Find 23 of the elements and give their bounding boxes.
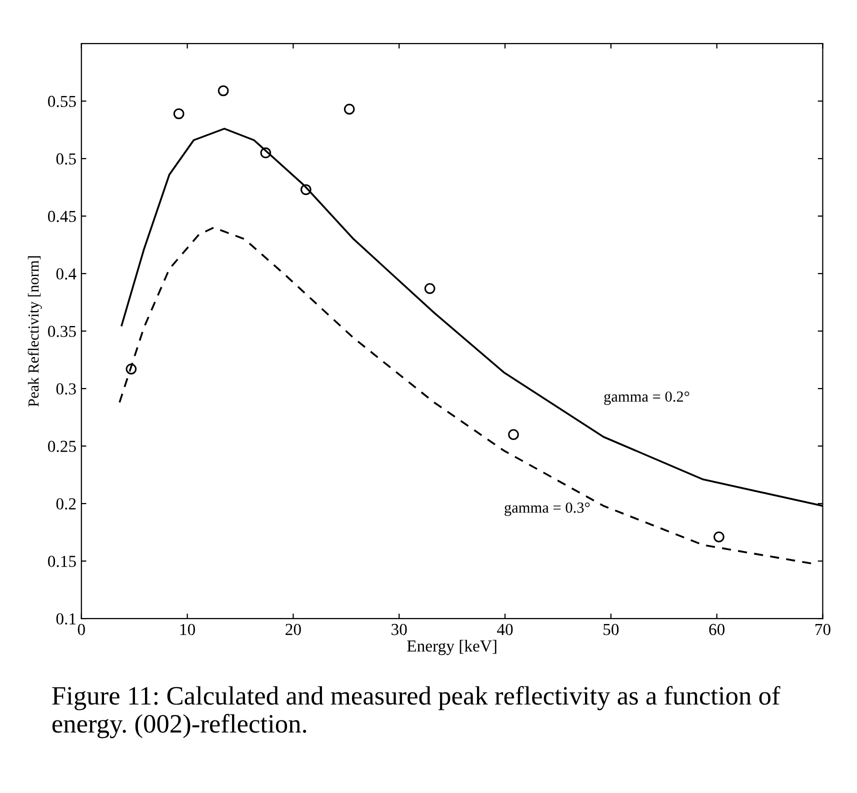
x-tick-label: 20 (286, 624, 301, 636)
y-tick-label: 0.5 (56, 153, 76, 165)
y-tick-label: 0.2 (56, 498, 76, 510)
y-tick-label: 0.4 (56, 268, 76, 280)
caption: Figure 11: Calculated and measured peak reflectivity as a function of energy. (002)-reflection. (52, 686, 780, 738)
y-tick-label: 0.25 (48, 440, 76, 452)
x-tick-label: 50 (604, 624, 619, 636)
x-axis-title: Energy [keV] (407, 640, 496, 656)
x-tick-label: 40 (497, 624, 513, 636)
x-tick-label: 10 (180, 624, 196, 636)
y-tick-label: 0.15 (48, 556, 76, 568)
y-tick-label: 0.35 (48, 326, 76, 338)
y-tick-label: 0.1 (56, 613, 76, 625)
y-tick-label: 0.3 (56, 383, 76, 395)
series-label: gamma = 0.2° (604, 391, 690, 405)
x-tick-label: 70 (815, 624, 830, 636)
x-tick-label: 0 (78, 624, 85, 636)
y-tick-label: 0.45 (48, 210, 76, 222)
y-tick-label: 0.55 (48, 96, 76, 108)
x-tick-label: 30 (392, 624, 407, 636)
y-axis-title: Peak Reflectivity [norm] (28, 256, 42, 407)
x-tick-label: 60 (709, 624, 725, 636)
series-label: gamma = 0.3° (504, 502, 590, 516)
